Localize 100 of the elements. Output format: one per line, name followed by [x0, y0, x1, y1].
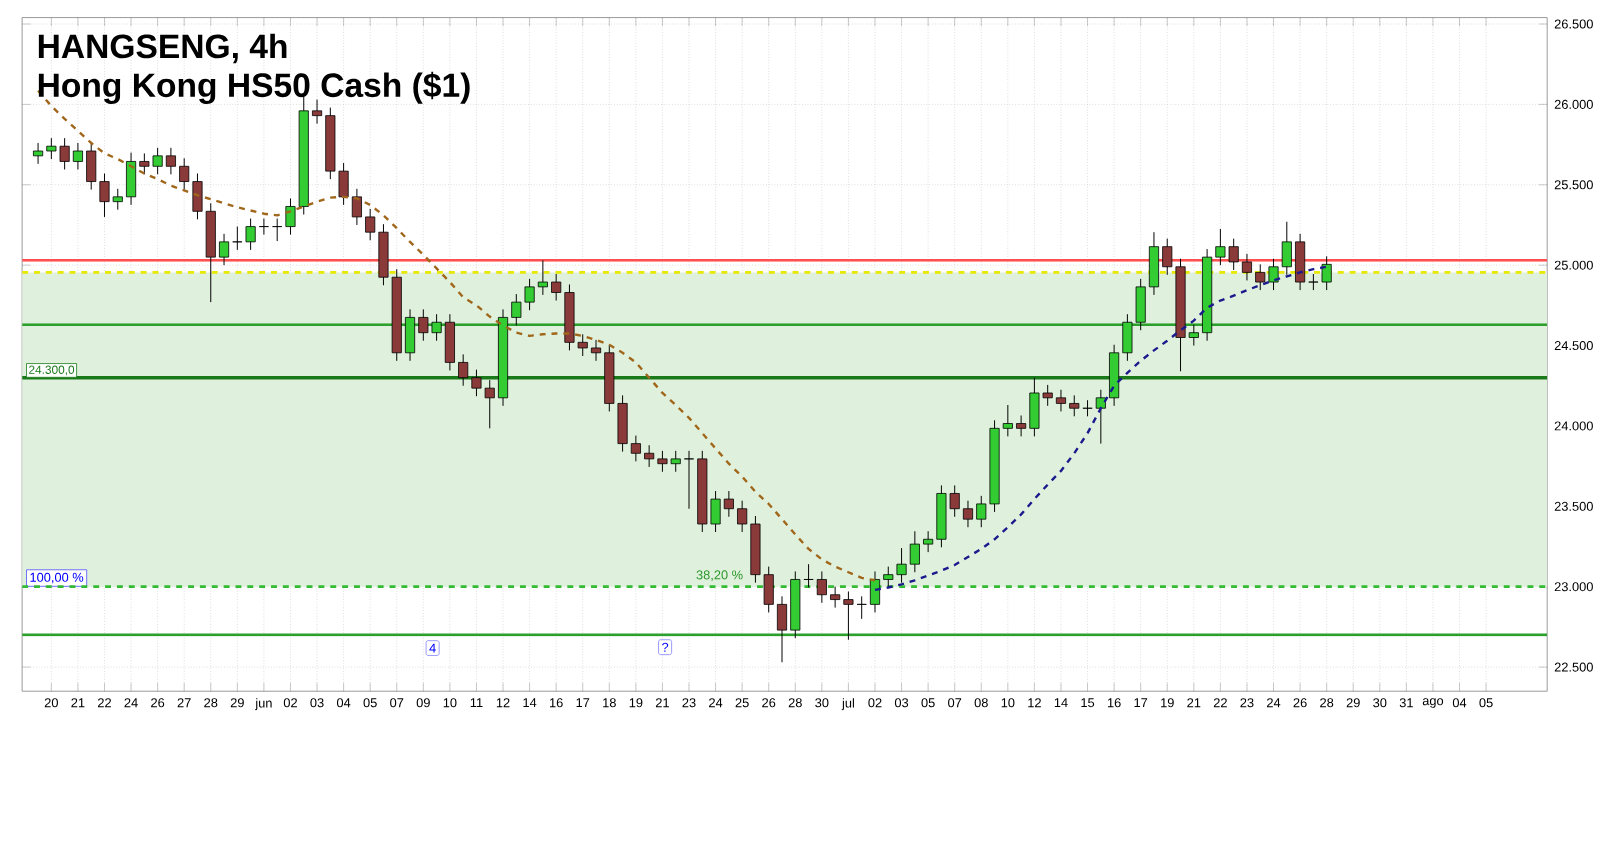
- candlestick: [843, 590, 854, 641]
- candlestick: [976, 495, 987, 528]
- y-tick-label: 26.500: [1554, 19, 1593, 29]
- candlestick: [1241, 253, 1252, 281]
- candlestick: [1268, 258, 1279, 291]
- candlestick: [1228, 237, 1239, 271]
- candlestick: [723, 490, 734, 518]
- candlestick: [99, 172, 110, 218]
- x-tick-label: 11: [470, 697, 483, 707]
- x-tick-label: 21: [655, 697, 669, 707]
- candlestick: [165, 147, 176, 175]
- candlestick: [245, 217, 256, 251]
- candlestick: [577, 333, 588, 357]
- candlestick: [72, 142, 83, 170]
- candlestick: [1016, 414, 1027, 437]
- y-tick-label: 25.000: [1554, 260, 1593, 270]
- x-tick-label: 21: [71, 697, 85, 707]
- y-tick-label: 22.500: [1554, 662, 1593, 672]
- ref-line-label: 24.300,0: [29, 365, 75, 376]
- candlestick: [524, 278, 535, 311]
- x-tick-label: 07: [948, 697, 962, 708]
- candlestick: [1002, 404, 1013, 437]
- candlestick: [590, 339, 602, 362]
- x-tick-label: 21: [1187, 697, 1201, 707]
- candlestick: [311, 98, 323, 124]
- x-tick-label: 15: [1081, 697, 1095, 707]
- candlestick: [179, 157, 190, 190]
- x-tick-label: 24: [124, 697, 138, 707]
- candlestick: [112, 188, 123, 210]
- y-tick-label: 23.000: [1554, 581, 1593, 592]
- y-tick-label: 26.000: [1554, 99, 1593, 109]
- candlestick: [803, 563, 814, 588]
- x-tick-label: 02: [283, 697, 297, 708]
- x-tick-label: 02: [868, 697, 882, 708]
- candlestick: [1042, 384, 1053, 407]
- candlestick: [232, 225, 243, 251]
- candlestick: [883, 565, 894, 588]
- x-tick-label: 12: [1028, 697, 1041, 707]
- x-tick-label: 25: [735, 697, 749, 708]
- candlestick: [46, 137, 57, 160]
- candlestick: [551, 273, 562, 301]
- candlestick: [737, 499, 748, 533]
- candlestick: [471, 368, 482, 397]
- x-tick-label: 24: [709, 697, 723, 707]
- candlestick: [644, 444, 655, 468]
- candlestick: [949, 484, 960, 518]
- x-tick-label: 19: [1161, 697, 1174, 708]
- x-tick-label: 17: [1134, 697, 1148, 707]
- x-tick-label: 30: [1373, 697, 1387, 708]
- x-tick-label: 09: [416, 697, 430, 708]
- candlestick: [1255, 263, 1266, 291]
- x-tick-label: 20: [44, 697, 58, 708]
- x-tick-label: 23: [682, 697, 696, 708]
- candlestick: [59, 137, 70, 170]
- x-tick-label: 10: [1001, 697, 1015, 708]
- x-tick-label: jun: [255, 697, 272, 710]
- x-tick-label: jul: [841, 697, 854, 710]
- candlestick: [152, 147, 163, 175]
- candlestick: [683, 450, 695, 510]
- candlestick: [1069, 394, 1080, 417]
- candlestick: [1082, 399, 1093, 417]
- text: Hong Kong HS50 Cash ($1): [38, 71, 470, 104]
- candlestick: [657, 450, 668, 473]
- x-tick-label: 05: [921, 697, 935, 708]
- x-tick-label: 14: [1054, 697, 1068, 707]
- x-tick-label: 28: [204, 697, 218, 708]
- x-tick-label: 24: [1267, 697, 1281, 707]
- x-tick-label: 04: [336, 697, 351, 708]
- candlestick: [351, 188, 362, 226]
- candlestick: [511, 293, 522, 326]
- candlestick: [537, 259, 548, 296]
- candlestick: [1055, 389, 1067, 412]
- candlestick: [285, 197, 296, 235]
- candlestick: [219, 233, 230, 266]
- candlestick: [365, 208, 376, 241]
- x-tick-label: 26: [151, 697, 165, 708]
- x-tick-label: 30: [815, 697, 829, 708]
- x-tick-label: 04: [1452, 697, 1467, 708]
- candlestick: [1095, 389, 1106, 444]
- x-tick-label: 07: [390, 697, 404, 708]
- x-tick-label: 28: [788, 697, 802, 708]
- x-tick-label: 03: [894, 697, 909, 708]
- x-tick-label: 14: [523, 697, 537, 707]
- x-tick-label: 05: [1479, 697, 1493, 708]
- y-tick-label: 25.500: [1554, 180, 1593, 190]
- candlestick: [258, 217, 269, 235]
- x-tick-label: 26: [1293, 697, 1307, 708]
- x-tick-label: 22: [1213, 697, 1227, 707]
- candlestick: [1162, 237, 1173, 276]
- x-tick-label: 03: [310, 697, 324, 708]
- candlestick: [830, 586, 841, 608]
- candlestick: [962, 499, 974, 528]
- x-tick-label: 26: [762, 697, 776, 708]
- x-tick-label: 17: [576, 697, 590, 707]
- candlestick: [418, 308, 429, 342]
- candlestick: [1321, 255, 1332, 291]
- candlestick: [431, 313, 442, 342]
- x-tick-label: 16: [550, 697, 563, 708]
- x-tick-label: 16: [1107, 697, 1121, 708]
- annotation: ?: [662, 642, 669, 652]
